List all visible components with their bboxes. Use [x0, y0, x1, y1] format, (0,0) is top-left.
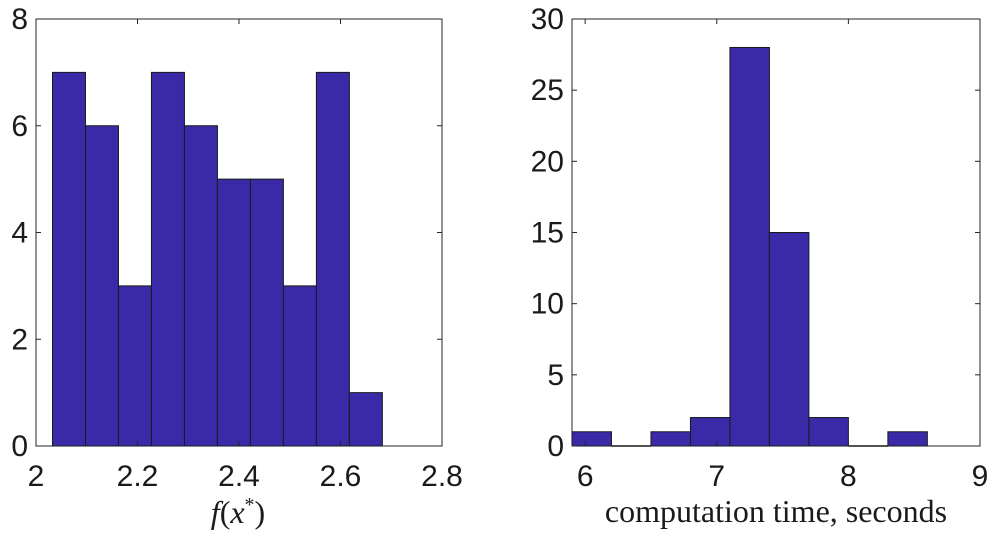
histogram-bar [282, 285, 317, 447]
x-tick-label: 2.8 [421, 460, 463, 493]
histogram-bar [183, 125, 218, 447]
histogram-bar [887, 431, 928, 447]
histogram-bar [51, 71, 86, 447]
y-tick-label: 10 [531, 288, 564, 321]
xlabel-fx: f(x*) [211, 494, 265, 530]
y-tick-label: 6 [11, 110, 28, 143]
y-tick-label: 5 [547, 359, 564, 392]
histogram-bar [84, 125, 119, 447]
x-tick-label: 9 [972, 460, 989, 493]
y-tick-label: 4 [11, 217, 28, 250]
y-tick-label: 20 [531, 145, 564, 178]
y-tick-label: 15 [531, 217, 564, 250]
y-tick-label: 25 [531, 74, 564, 107]
histogram-bar [249, 178, 284, 447]
xlabel-computation-time: computation time, seconds [605, 493, 947, 529]
y-tick-label: 30 [531, 3, 564, 36]
histogram-bar [729, 46, 770, 447]
histogram-bar [117, 285, 152, 447]
histogram-bar [150, 71, 185, 447]
histogram-bar [808, 417, 849, 447]
histogram-bar [650, 431, 691, 447]
x-tick-label: 8 [840, 460, 857, 493]
y-tick-label: 8 [11, 3, 28, 36]
histogram-bar [571, 431, 612, 447]
y-tick-label: 0 [547, 430, 564, 463]
x-tick-label: 2.4 [218, 460, 260, 493]
histogram-bar [689, 417, 731, 447]
histogram-bar [348, 392, 383, 447]
histogram-bar [315, 71, 350, 447]
x-tick-label: 7 [708, 460, 725, 493]
histogram-bar [216, 178, 251, 447]
histogram-bar [768, 232, 810, 447]
x-tick-label: 2.2 [117, 460, 159, 493]
y-tick-label: 0 [11, 430, 28, 463]
x-tick-label: 2 [28, 460, 45, 493]
histogram-computation-time-panel: 0 5 10 15 20 25 30 6 7 8 9 [531, 3, 989, 493]
y-tick-label: 2 [11, 323, 28, 356]
x-tick-label: 6 [577, 460, 594, 493]
x-tick-label: 2.6 [320, 460, 362, 493]
